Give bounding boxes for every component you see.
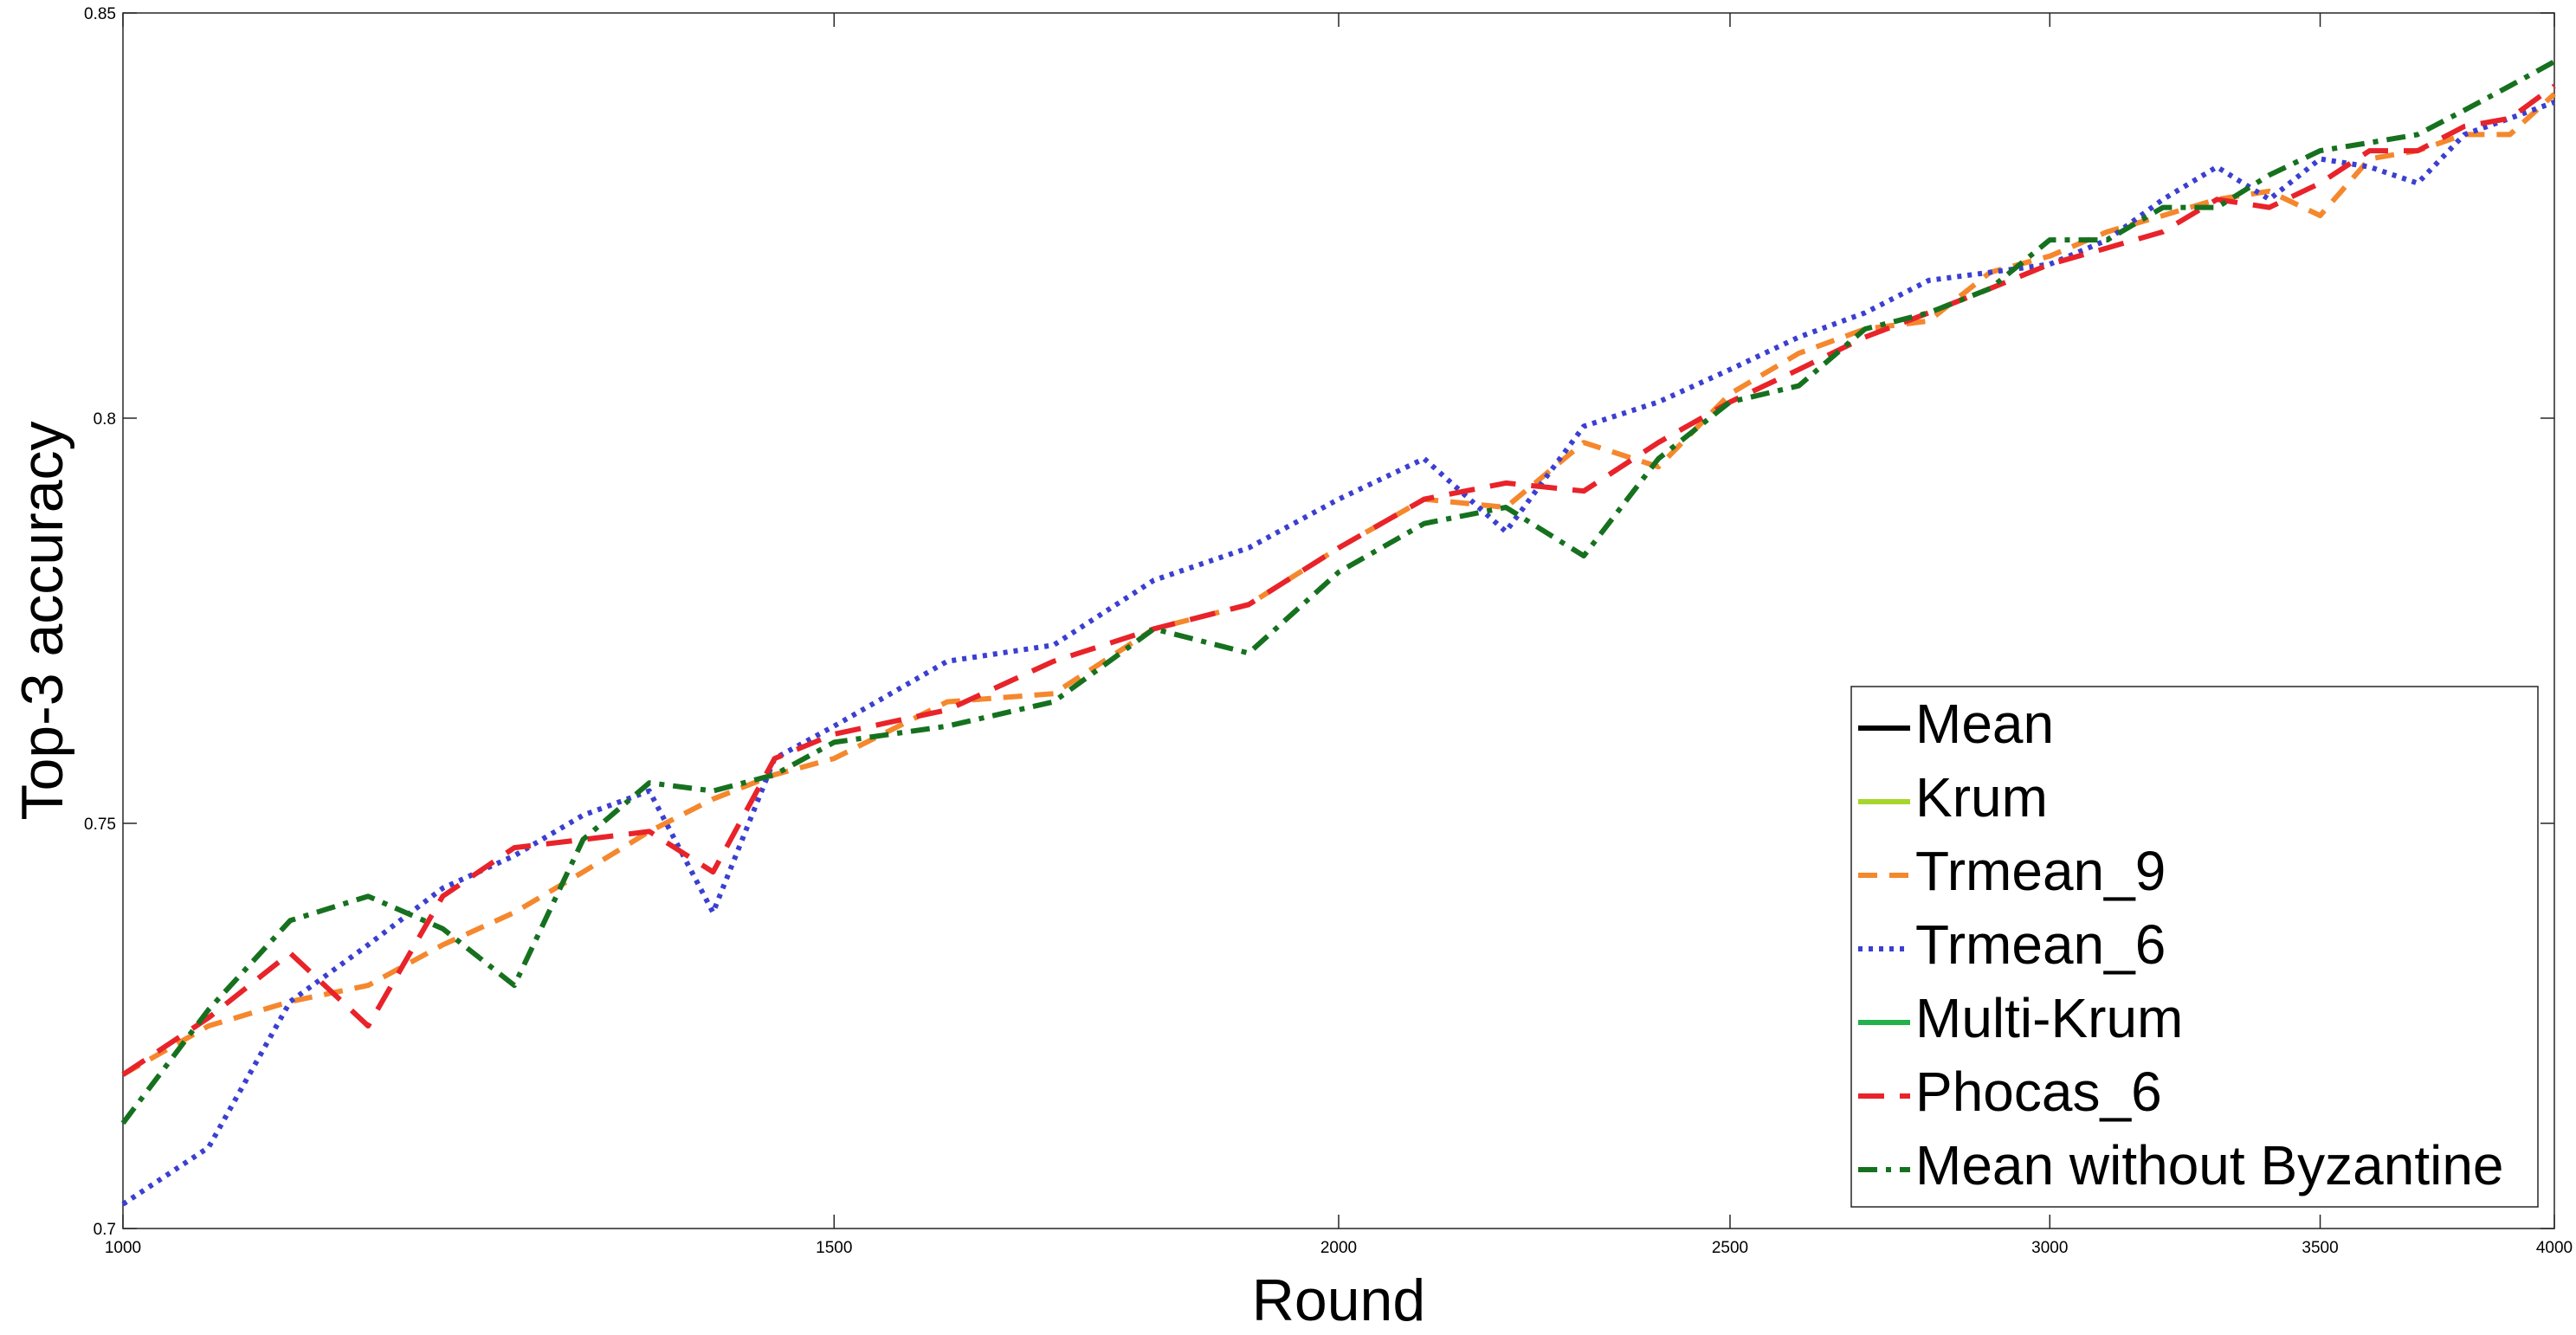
y-axis-label: Top-3 accuracy xyxy=(10,421,75,820)
x-axis-label: Round xyxy=(1252,1267,1425,1333)
x-tick-label: 1000 xyxy=(105,1239,141,1257)
y-tick-label: 0.85 xyxy=(84,5,116,23)
x-tick-label: 3000 xyxy=(2031,1239,2068,1257)
legend-label: Mean without Byzantine xyxy=(1915,1134,2504,1196)
x-tick-label: 3500 xyxy=(2302,1239,2338,1257)
legend-label: Multi-Krum xyxy=(1915,987,2183,1049)
legend-label: Trmean_9 xyxy=(1915,840,2166,902)
y-tick-label: 0.75 xyxy=(84,816,116,834)
x-tick-label: 2500 xyxy=(1712,1239,1748,1257)
series-line xyxy=(121,100,2556,1207)
legend-label: Phocas_6 xyxy=(1915,1061,2162,1123)
y-tick-label: 0.8 xyxy=(94,410,116,429)
legend-label: Krum xyxy=(1915,766,2048,829)
x-tick-label: 4000 xyxy=(2536,1239,2573,1257)
x-tick-label: 2000 xyxy=(1320,1239,1357,1257)
y-tick-label: 0.7 xyxy=(94,1221,116,1239)
legend-label: Trmean_6 xyxy=(1915,913,2166,976)
legend-box xyxy=(1850,686,2539,1208)
x-tick-label: 1500 xyxy=(816,1239,852,1257)
series-line xyxy=(120,59,2556,1125)
legend-label: Mean xyxy=(1915,693,2054,755)
series-line xyxy=(121,83,2556,1077)
